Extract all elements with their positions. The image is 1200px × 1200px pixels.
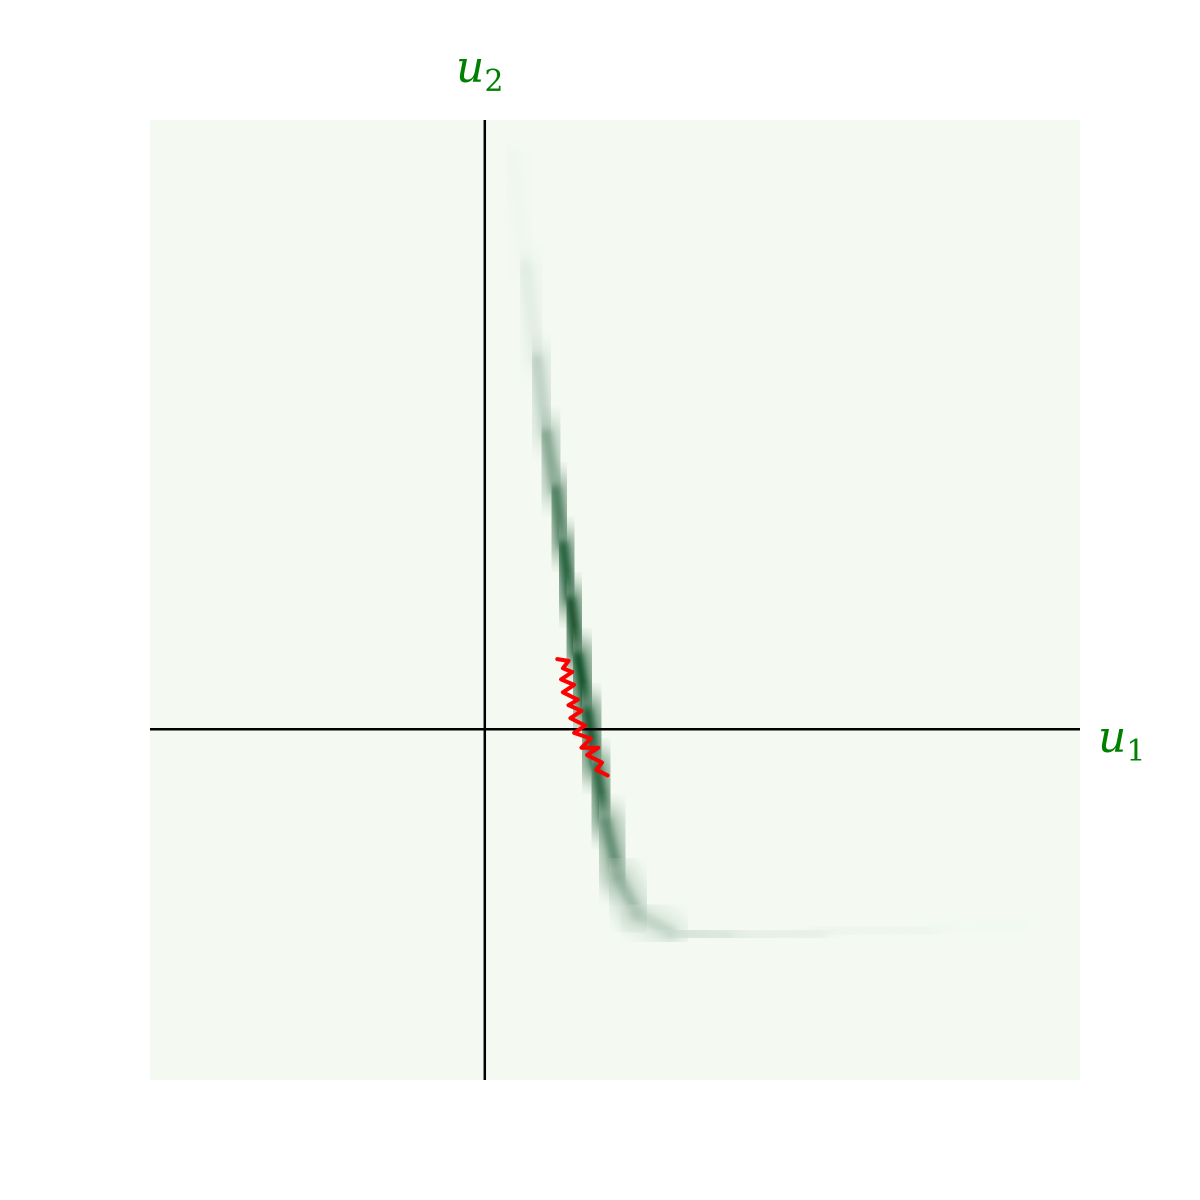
density-ridge-segment xyxy=(505,150,533,275)
x-axis-label-base: u xyxy=(1098,712,1126,763)
x-axis-label-subscript: 1 xyxy=(1126,734,1145,769)
x-axis-label: u1 xyxy=(1098,712,1145,769)
density-ridge-segment xyxy=(924,916,1032,936)
density-ridge-segment xyxy=(812,921,938,940)
y-axis-label-subscript: 2 xyxy=(484,64,503,99)
density-layer xyxy=(495,139,1042,953)
y-axis-label-base: u xyxy=(456,42,484,93)
y-axis-label: u2 xyxy=(456,42,503,99)
trajectory-line xyxy=(555,657,610,778)
